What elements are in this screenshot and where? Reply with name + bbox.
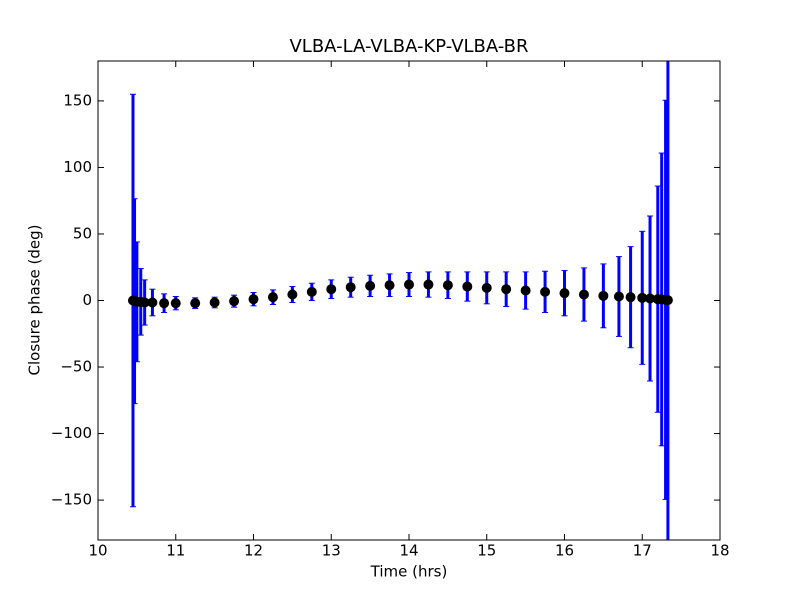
x-tick-label: 12 xyxy=(244,542,263,560)
y-axis-label: Closure phase (deg) xyxy=(26,225,44,376)
x-tick-label: 11 xyxy=(166,542,185,560)
data-point xyxy=(540,286,551,297)
data-point xyxy=(229,296,240,307)
data-point xyxy=(345,282,356,293)
plot-area xyxy=(127,61,673,540)
y-tick-label: 0 xyxy=(82,291,92,309)
data-point xyxy=(520,285,531,296)
x-tick-label: 10 xyxy=(88,542,107,560)
data-point xyxy=(190,298,201,309)
data-point xyxy=(423,279,434,290)
data-point xyxy=(267,292,278,303)
data-point xyxy=(481,282,492,293)
x-tick-label: 16 xyxy=(555,542,574,560)
data-point xyxy=(209,297,220,308)
chart-title: VLBA-LA-VLBA-KP-VLBA-BR xyxy=(289,36,528,57)
x-tick-label: 15 xyxy=(477,542,496,560)
data-point xyxy=(287,289,298,300)
y-tick-label: −100 xyxy=(51,424,92,442)
data-point xyxy=(384,280,395,291)
x-tick-label: 18 xyxy=(710,542,729,560)
data-point xyxy=(662,295,673,306)
data-point xyxy=(462,281,473,292)
data-point xyxy=(159,298,170,309)
data-point xyxy=(326,284,337,295)
data-point xyxy=(365,280,376,291)
x-tick-label: 13 xyxy=(322,542,341,560)
data-point xyxy=(306,286,317,297)
x-tick-label: 14 xyxy=(399,542,418,560)
data-point xyxy=(559,288,570,299)
data-point xyxy=(501,284,512,295)
data-point xyxy=(625,292,636,303)
data-point xyxy=(598,290,609,301)
y-tick-label: −50 xyxy=(60,358,92,376)
x-tick-label: 17 xyxy=(633,542,652,560)
x-axis-label: Time (hrs) xyxy=(370,563,448,581)
data-point xyxy=(170,298,181,309)
data-point xyxy=(613,291,624,302)
data-point xyxy=(404,279,414,290)
y-tick-label: 100 xyxy=(63,158,92,176)
data-point xyxy=(442,280,453,291)
data-point xyxy=(578,289,589,300)
data-point xyxy=(147,297,158,308)
y-tick-label: −150 xyxy=(51,491,92,509)
data-point xyxy=(248,294,259,305)
y-tick-label: 50 xyxy=(73,224,92,242)
y-tick-label: 150 xyxy=(63,91,92,109)
